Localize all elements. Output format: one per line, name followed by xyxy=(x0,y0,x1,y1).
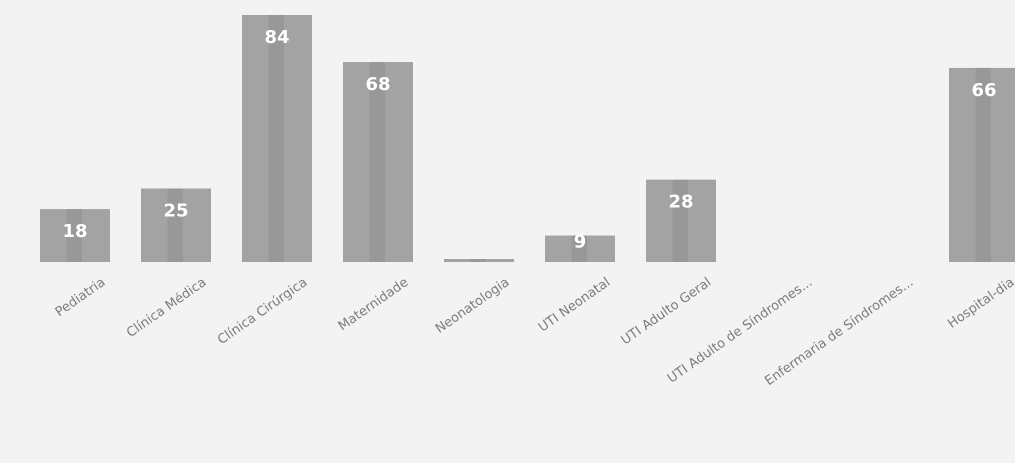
bar-shade xyxy=(268,15,284,262)
category-tick-label: UTI Neonatal xyxy=(536,275,613,335)
category-tick-label: Clínica Médica xyxy=(124,275,209,341)
bar-shade xyxy=(470,259,486,262)
bar-shade xyxy=(66,209,82,262)
category-tick-label: Pediatria xyxy=(53,275,108,320)
data-label: 68 xyxy=(365,74,390,95)
data-label: 28 xyxy=(668,192,693,213)
data-label: 9 xyxy=(574,232,587,253)
data-label: 84 xyxy=(264,27,289,48)
bar-shade xyxy=(369,62,385,262)
bar-shade xyxy=(571,235,587,262)
data-label: 66 xyxy=(971,80,996,101)
data-label: 25 xyxy=(163,200,188,221)
data-label: 18 xyxy=(62,221,87,242)
category-tick-label: Clínica Cirúrgica xyxy=(215,275,310,348)
bar-shade xyxy=(167,188,183,262)
category-tick-label: UTI Adulto Geral xyxy=(619,275,715,348)
category-tick-label: Neonatologia xyxy=(433,275,512,337)
bar-shade xyxy=(975,67,991,262)
category-tick-label: Hospital-dia xyxy=(945,275,1015,332)
category-tick-label: Maternidade xyxy=(336,275,412,334)
bar-shade xyxy=(672,179,688,262)
